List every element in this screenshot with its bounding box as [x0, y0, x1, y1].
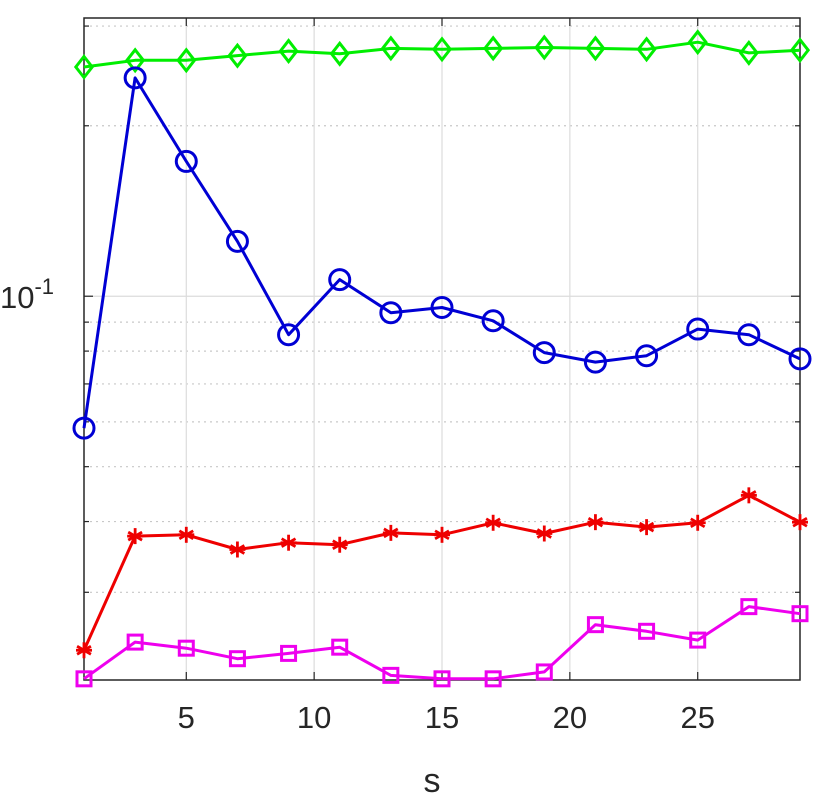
x-tick-label: 10 [297, 700, 331, 735]
square-marker [586, 616, 604, 634]
asterisk-marker [331, 536, 348, 553]
circle-marker [635, 344, 659, 368]
series-line [82, 76, 801, 429]
diamond-marker [431, 36, 453, 63]
asterisk-marker [229, 541, 246, 558]
series-asterisk [76, 487, 808, 659]
tick-labels: 5 10 15 20 25 10-1 [0, 274, 715, 735]
circle-marker [481, 309, 505, 333]
square-marker [75, 670, 93, 688]
asterisk-marker [280, 534, 297, 551]
asterisk-marker [638, 519, 655, 536]
square-marker [638, 622, 656, 640]
y-tick-label: 10-1 [0, 274, 54, 315]
circle-marker [583, 350, 607, 374]
diamond-marker [585, 35, 606, 62]
diamond-marker [227, 42, 248, 69]
asterisk-marker [127, 528, 144, 545]
square-marker [331, 638, 349, 656]
circle-marker [225, 229, 249, 253]
circle-marker [379, 301, 403, 325]
x-tick-label: 5 [178, 700, 195, 735]
square-marker [433, 670, 451, 688]
circle-marker [686, 317, 710, 341]
diamond-marker [278, 38, 299, 65]
series-line [83, 40, 801, 69]
circle-marker [123, 66, 147, 90]
major-grid [84, 18, 800, 680]
x-tick-label: 15 [425, 700, 459, 735]
square-marker [177, 639, 195, 657]
square-marker [791, 605, 809, 623]
square-marker [228, 650, 246, 668]
diamond-marker [380, 35, 401, 62]
series-square [75, 598, 809, 688]
diamond-marker [329, 40, 350, 67]
circle-marker [532, 341, 556, 365]
series-circle [72, 66, 812, 440]
diamond-marker [73, 54, 95, 80]
square-marker [689, 631, 707, 649]
circle-marker [788, 347, 812, 371]
asterisk-marker [178, 526, 195, 543]
circle-marker [277, 323, 301, 347]
square-marker [484, 670, 502, 688]
x-tick-label: 25 [680, 700, 714, 735]
diamond-marker [534, 34, 555, 61]
circle-marker [328, 268, 352, 292]
asterisk-marker [689, 514, 706, 531]
diamond-marker [483, 35, 504, 62]
series-line [83, 605, 801, 681]
diamond-marker [687, 29, 708, 56]
asterisk-marker [536, 525, 553, 542]
circle-marker [174, 149, 198, 173]
asterisk-marker [485, 514, 502, 531]
diamond-marker [789, 37, 811, 64]
circle-marker [430, 296, 454, 320]
diamond-marker [176, 47, 197, 74]
asterisk-marker [382, 524, 399, 541]
asterisk-marker [587, 514, 604, 531]
square-marker [280, 644, 298, 662]
circle-marker [737, 323, 761, 347]
circle-marker [72, 416, 96, 440]
asterisk-marker [76, 642, 92, 659]
asterisk-marker [740, 487, 757, 504]
square-marker [382, 666, 400, 684]
x-axis-label: s [424, 762, 441, 800]
diamond-marker [125, 47, 146, 74]
asterisk-marker [792, 514, 808, 531]
square-marker [126, 633, 144, 651]
square-marker [740, 598, 758, 616]
diamond-marker [738, 39, 759, 66]
diamond-marker [636, 36, 657, 63]
asterisk-marker [434, 526, 450, 543]
series-diamond [73, 29, 811, 80]
square-marker [535, 663, 553, 681]
x-tick-label: 20 [553, 700, 587, 735]
series-layer [72, 29, 812, 688]
